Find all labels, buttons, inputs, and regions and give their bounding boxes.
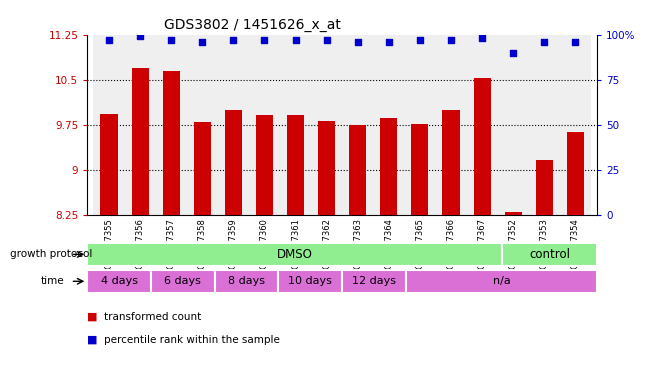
Bar [87,243,502,266]
Bar [87,270,151,293]
Bar [311,35,342,215]
Bar [405,35,435,215]
Bar [125,35,156,215]
Bar [218,35,249,215]
Bar [225,110,242,384]
Bar [380,118,397,384]
Bar [287,115,304,384]
Bar [466,35,498,215]
Text: 10 days: 10 days [289,276,332,286]
Bar [215,270,278,293]
Point [352,39,363,45]
Bar [560,35,591,215]
Bar [406,270,597,293]
Text: n/a: n/a [493,276,511,286]
Bar [187,35,218,215]
Point [415,37,425,43]
Point [539,39,550,45]
Bar [162,71,180,384]
Point [384,39,395,45]
Bar [411,124,429,384]
Bar [535,160,553,384]
Bar [132,68,149,384]
Point [228,37,239,43]
Text: DMSO: DMSO [276,248,312,261]
Bar [435,35,466,215]
Point [570,39,581,45]
Bar [349,126,366,384]
Text: ■: ■ [87,312,98,322]
Point [197,39,207,45]
Text: transformed count: transformed count [104,312,201,322]
Point [508,50,519,56]
Bar [442,110,460,384]
Point [477,35,488,41]
Point [321,37,332,43]
Text: percentile rank within the sample: percentile rank within the sample [104,335,280,345]
Bar [156,35,187,215]
Bar [101,114,117,384]
Bar [151,270,215,293]
Point [103,37,114,43]
Text: 12 days: 12 days [352,276,396,286]
Text: ■: ■ [87,335,98,345]
Bar [278,270,342,293]
Text: 6 days: 6 days [164,276,201,286]
Bar [93,35,125,215]
Bar [318,121,336,384]
Bar [342,35,373,215]
Bar [505,212,522,384]
Point [135,33,146,40]
Point [446,37,456,43]
Bar [342,270,406,293]
Bar [256,114,273,384]
Bar [567,132,584,384]
Text: time: time [40,276,64,286]
Bar [194,122,211,384]
Text: control: control [529,248,570,261]
Bar [474,78,491,384]
Bar [280,35,311,215]
Point [259,37,270,43]
Point [290,37,301,43]
Bar [502,243,597,266]
Point [166,37,176,43]
Bar [498,35,529,215]
Text: 4 days: 4 days [101,276,138,286]
Bar [373,35,405,215]
Bar [249,35,280,215]
Text: GDS3802 / 1451626_x_at: GDS3802 / 1451626_x_at [164,18,341,32]
Text: growth protocol: growth protocol [10,249,93,260]
Text: 8 days: 8 days [228,276,265,286]
Bar [529,35,560,215]
